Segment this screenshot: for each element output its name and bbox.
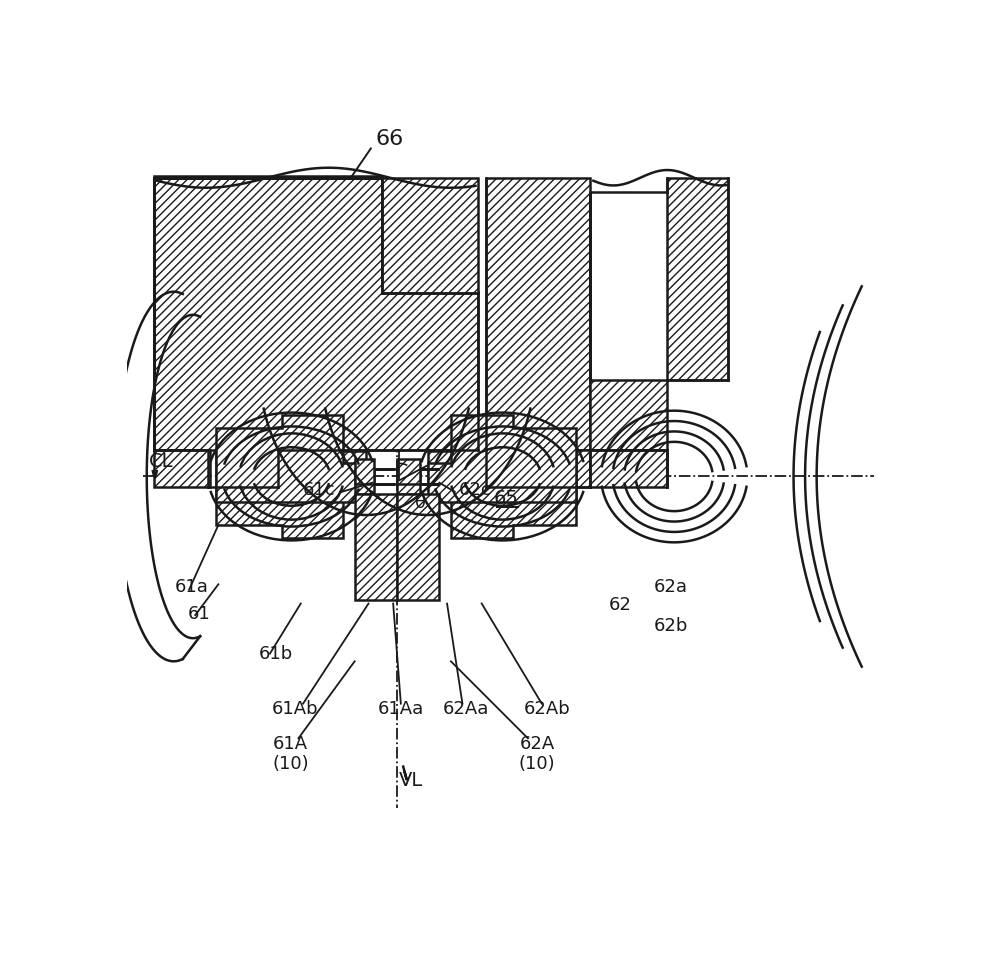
Polygon shape [355, 458, 395, 484]
Text: 61b: 61b [258, 645, 293, 663]
Text: 62c: 62c [459, 480, 491, 499]
Text: 62b: 62b [653, 617, 688, 635]
Polygon shape [397, 458, 439, 484]
Text: 62a: 62a [653, 579, 687, 596]
Text: θ: θ [415, 495, 426, 513]
Polygon shape [216, 414, 366, 502]
Polygon shape [428, 451, 576, 538]
Text: 62A: 62A [520, 735, 555, 753]
Text: 61c: 61c [303, 480, 335, 499]
Text: 61: 61 [188, 605, 210, 623]
Polygon shape [397, 494, 439, 600]
Text: 61a: 61a [175, 579, 209, 596]
Text: CL: CL [149, 452, 174, 471]
Polygon shape [216, 451, 366, 538]
Text: 61A: 61A [273, 735, 308, 753]
Polygon shape [154, 178, 478, 450]
Polygon shape [590, 450, 666, 486]
Polygon shape [397, 469, 439, 494]
Text: (10): (10) [519, 754, 555, 773]
Text: VL: VL [399, 771, 423, 790]
Polygon shape [355, 494, 397, 600]
Polygon shape [486, 178, 590, 450]
Text: 66: 66 [375, 129, 403, 149]
Text: 61Aa: 61Aa [378, 700, 424, 718]
Polygon shape [486, 450, 590, 486]
Polygon shape [154, 450, 210, 486]
Polygon shape [355, 469, 395, 494]
Text: 65: 65 [494, 489, 519, 507]
Text: 62: 62 [609, 596, 632, 614]
Polygon shape [154, 177, 478, 450]
Text: 62Ab: 62Ab [524, 700, 571, 718]
Polygon shape [428, 414, 576, 502]
Text: (10): (10) [272, 754, 309, 773]
Polygon shape [590, 178, 728, 450]
Text: 62Aa: 62Aa [443, 700, 489, 718]
Text: 61Ab: 61Ab [272, 700, 319, 718]
